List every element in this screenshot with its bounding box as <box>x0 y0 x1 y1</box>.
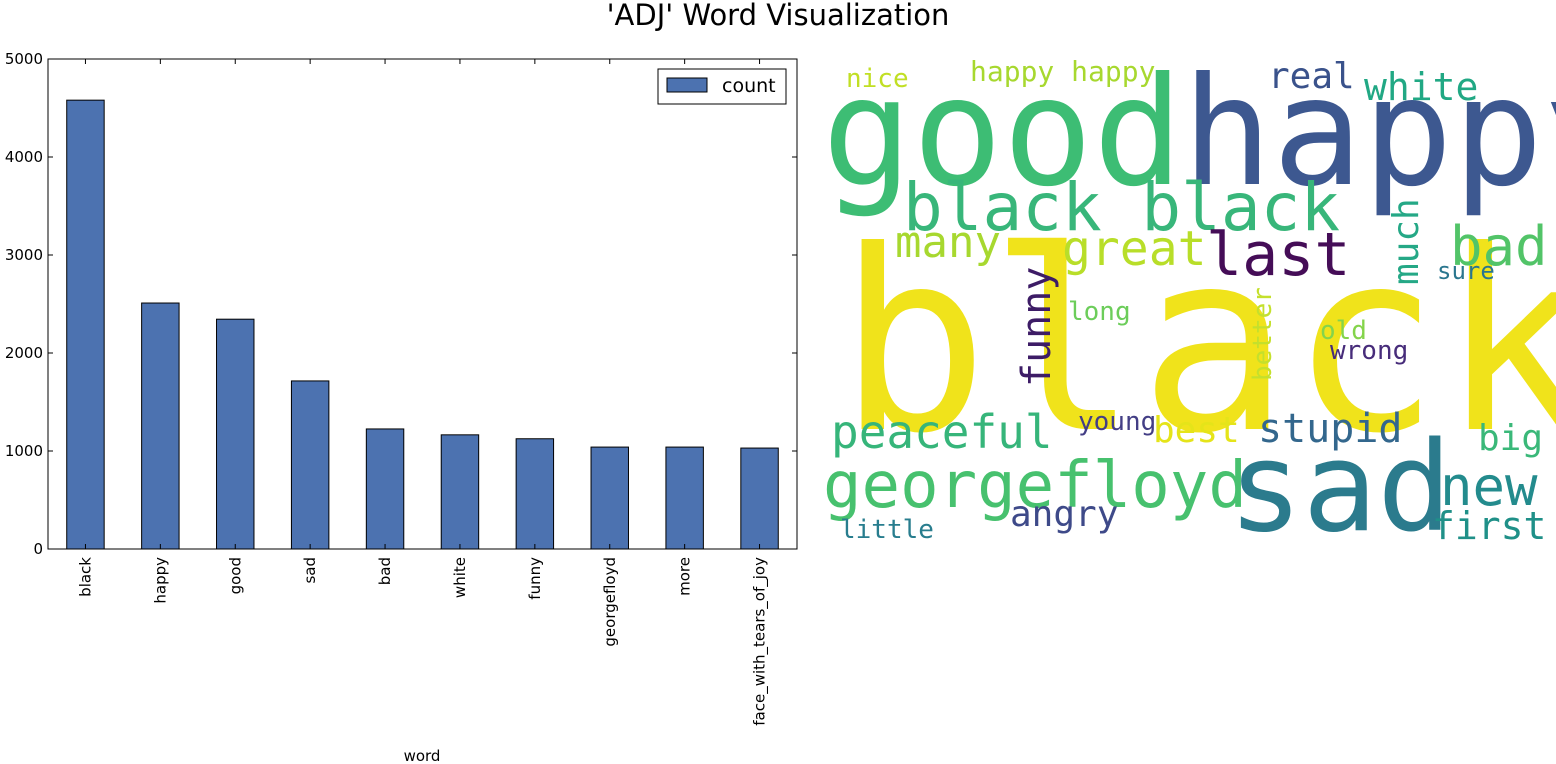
bar-black <box>67 100 104 549</box>
word-cloud-word: funny <box>1017 267 1057 387</box>
y-tick-label: 4000 <box>5 148 43 166</box>
x-tick-label: funny <box>526 557 544 600</box>
y-tick-label: 1000 <box>5 442 43 460</box>
word-cloud-word: little <box>840 517 934 543</box>
word-cloud-word: sure <box>1437 259 1495 283</box>
y-tick-label: 0 <box>33 540 43 558</box>
word-cloud-word: last <box>1206 225 1351 285</box>
x-tick-label: face_with_tears_of_joy <box>751 557 770 726</box>
word-cloud: blackgoodhappyblack blacksadgeorgefloydp… <box>815 50 1556 550</box>
word-cloud-word: white <box>1364 68 1478 106</box>
bar-good <box>217 319 254 549</box>
x-axis-label: word <box>404 747 441 764</box>
bar-georgefloyd <box>591 447 628 549</box>
word-cloud-word: stupid <box>1258 409 1403 449</box>
word-cloud-word: old <box>1320 318 1367 344</box>
bar-face_with_tears_of_joy <box>741 448 778 549</box>
y-tick-label: 3000 <box>5 246 43 264</box>
word-cloud-word: many <box>895 221 1001 265</box>
legend: count <box>658 69 786 104</box>
word-cloud-word: angry <box>1010 497 1118 533</box>
word-cloud-word: happy happy <box>970 58 1155 86</box>
x-tick-label: more <box>676 557 694 596</box>
x-tick-label: georgefloyd <box>601 557 619 647</box>
word-cloud-word: great <box>1062 225 1207 273</box>
bars-layer <box>67 100 779 549</box>
word-cloud-word: nice <box>846 66 909 92</box>
word-cloud-word: peaceful <box>831 409 1053 455</box>
legend-swatch <box>667 78 707 92</box>
word-cloud-word: big <box>1478 421 1543 457</box>
bar-more <box>666 447 703 549</box>
word-cloud-word: best <box>1153 413 1240 449</box>
x-axis: black happy good sad bad white funny georgefloy… <box>76 59 769 726</box>
y-tick-label: 2000 <box>5 344 43 362</box>
bar-funny <box>516 439 553 549</box>
word-cloud-word: young <box>1078 409 1156 435</box>
x-tick-label: bad <box>376 557 394 585</box>
word-cloud-word: much <box>1389 198 1425 285</box>
word-cloud-word: real <box>1268 59 1355 95</box>
x-tick-label: sad <box>301 557 319 584</box>
word-cloud-word: long <box>1068 299 1131 325</box>
x-tick-label: black <box>76 557 94 597</box>
bar-bad <box>366 429 403 549</box>
bar-sad <box>291 381 328 549</box>
x-tick-label: white <box>451 557 469 598</box>
x-tick-label: good <box>226 557 244 594</box>
bar-white <box>441 435 478 549</box>
legend-label: count <box>722 75 776 97</box>
word-cloud-word: better <box>1250 287 1276 381</box>
y-tick-label: 5000 <box>5 50 43 68</box>
word-cloud-word: first <box>1432 507 1546 545</box>
bar-happy <box>142 303 179 549</box>
x-tick-label: happy <box>151 557 169 604</box>
